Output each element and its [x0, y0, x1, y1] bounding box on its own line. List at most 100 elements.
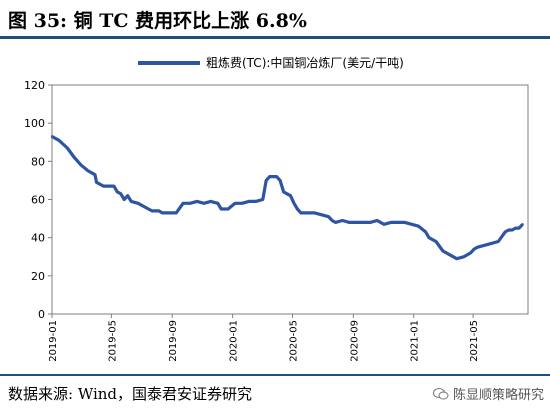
- data-point: [296, 207, 299, 211]
- x-tick-label: 2020-09: [349, 320, 360, 362]
- data-point: [511, 228, 514, 232]
- data-point: [327, 215, 330, 218]
- line-chart: 粗炼费(TC):中国铜冶炼厂(美元/干吨) 0 20 40 60 80 100 120 20…: [24, 55, 529, 362]
- x-tick-label: 2019-09: [168, 320, 179, 362]
- data-point: [240, 202, 244, 205]
- data-point: [517, 226, 521, 230]
- x-axis: 2019-01 2019-05 2019-09 2020-01 2020-05 2020-…: [48, 314, 480, 362]
- data-point: [289, 194, 292, 197]
- data-point: [226, 207, 230, 211]
- data-point: [57, 139, 61, 142]
- y-tick-label: 120: [24, 79, 45, 92]
- data-point: [261, 198, 264, 201]
- legend: 粗炼费(TC):中国铜冶炼厂(美元/干吨): [138, 55, 404, 70]
- series-line: [51, 135, 524, 261]
- data-point: [116, 190, 119, 194]
- data-point: [220, 207, 223, 211]
- data-point: [441, 249, 445, 253]
- source-note: 数据来源: Wind，国泰君安证券研究: [8, 385, 253, 403]
- data-point: [102, 184, 105, 188]
- data-point: [306, 211, 309, 215]
- x-tick-label: 2020-01: [229, 320, 240, 362]
- title-rule: [0, 36, 550, 39]
- data-point: [403, 221, 406, 224]
- data-point: [80, 164, 83, 167]
- data-point: [382, 223, 386, 226]
- data-point: [254, 200, 258, 203]
- y-tick-label: 0: [38, 308, 45, 321]
- data-point: [181, 202, 185, 205]
- watermark: 陈显顺策略研究: [432, 384, 544, 403]
- data-point: [455, 257, 458, 260]
- data-point: [462, 255, 465, 258]
- data-point: [469, 251, 472, 255]
- data-point: [330, 219, 334, 222]
- data-point: [472, 247, 476, 251]
- y-tick-label: 40: [31, 232, 45, 245]
- data-point: [427, 236, 431, 239]
- data-point: [514, 226, 517, 230]
- data-point: [209, 200, 212, 203]
- data-point: [320, 213, 323, 216]
- series-points: [50, 135, 524, 260]
- data-point: [448, 253, 451, 256]
- data-point: [417, 225, 420, 228]
- data-point: [126, 194, 129, 197]
- data-point: [299, 211, 303, 215]
- data-point: [157, 209, 161, 213]
- data-point: [282, 190, 285, 194]
- y-tick-label: 20: [31, 270, 45, 283]
- data-point: [355, 221, 358, 224]
- data-point: [369, 221, 372, 224]
- data-point: [150, 209, 154, 213]
- figure-title: 图 35: 铜 TC 费用环比上涨 6.8%: [8, 10, 307, 32]
- data-point: [50, 135, 54, 138]
- x-tick-label: 2020-05: [288, 320, 299, 362]
- data-point: [483, 244, 486, 247]
- legend-label: 粗炼费(TC):中国铜冶炼厂(美元/干吨): [206, 55, 404, 70]
- y-tick-label: 80: [31, 155, 45, 168]
- data-point: [275, 175, 278, 178]
- data-point: [109, 184, 112, 188]
- data-point: [268, 175, 271, 178]
- data-point: [375, 219, 379, 222]
- data-point: [161, 211, 164, 215]
- data-point: [93, 173, 97, 176]
- x-tick-label: 2021-01: [410, 320, 421, 362]
- data-point: [175, 211, 178, 215]
- data-point: [334, 221, 337, 224]
- data-point: [265, 179, 268, 182]
- wechat-icon: [432, 387, 449, 399]
- data-point: [497, 240, 500, 243]
- data-point: [73, 156, 76, 159]
- x-tick-label: 2019-05: [107, 320, 118, 362]
- x-tick-label: 2019-01: [48, 320, 59, 362]
- data-point: [136, 202, 140, 205]
- y-axis: 0 20 40 60 80 100 120: [24, 79, 52, 321]
- data-point: [341, 219, 344, 222]
- data-point: [130, 200, 133, 203]
- data-point: [247, 200, 251, 203]
- footer-rule: [0, 374, 550, 376]
- data-point: [143, 205, 147, 209]
- y-tick-label: 60: [31, 194, 45, 207]
- watermark-label: 陈显顺策略研究: [452, 388, 544, 403]
- data-point: [389, 221, 393, 224]
- data-point: [123, 198, 126, 201]
- data-point: [410, 223, 413, 226]
- data-point: [86, 169, 90, 173]
- data-point: [95, 181, 98, 184]
- data-point: [112, 184, 116, 188]
- data-point: [490, 242, 493, 245]
- data-point: [216, 202, 219, 205]
- data-point: [278, 179, 282, 182]
- data-point: [168, 211, 171, 215]
- data-point: [195, 200, 199, 203]
- data-point: [521, 223, 524, 226]
- data-point: [119, 192, 123, 195]
- data-point: [285, 192, 289, 195]
- y-tick-label: 100: [24, 117, 45, 130]
- data-point: [424, 230, 427, 234]
- data-point: [362, 221, 365, 224]
- x-tick-label: 2021-05: [469, 320, 480, 362]
